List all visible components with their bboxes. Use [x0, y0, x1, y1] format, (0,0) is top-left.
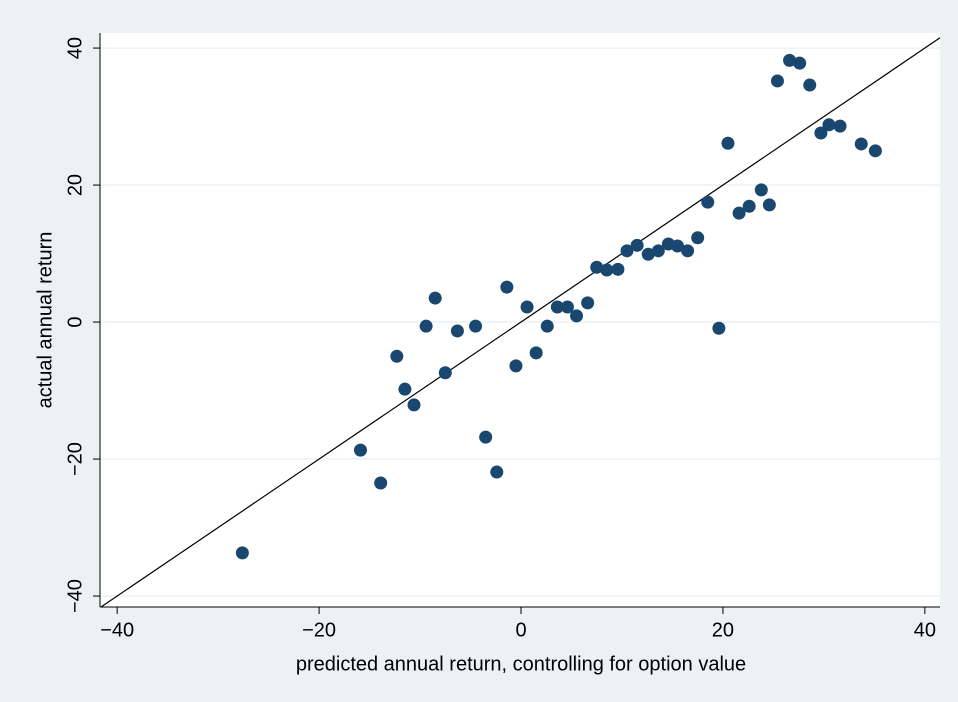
point — [721, 136, 735, 150]
point — [732, 206, 746, 220]
point — [590, 260, 604, 274]
point — [419, 319, 433, 333]
point — [438, 366, 452, 380]
point — [783, 53, 797, 67]
y-tick-label: 40 — [64, 37, 86, 59]
x-axis-label: predicted annual return, controlling for… — [296, 653, 746, 675]
x-tick-label: 0 — [515, 619, 526, 641]
point — [560, 300, 574, 314]
point — [822, 118, 836, 132]
point — [691, 231, 705, 245]
point — [762, 198, 776, 212]
point — [390, 349, 404, 363]
point — [641, 247, 655, 261]
x-tick-label: 40 — [914, 619, 936, 641]
point — [600, 263, 614, 277]
point — [630, 238, 644, 252]
y-tick-label: 0 — [64, 316, 86, 327]
point — [374, 476, 388, 490]
x-tick-label: −40 — [100, 619, 134, 641]
y-tick-label: −20 — [64, 442, 86, 476]
point — [833, 119, 847, 133]
point — [712, 321, 726, 335]
point — [500, 280, 514, 294]
point — [469, 319, 483, 333]
x-tick-label: 20 — [712, 619, 734, 641]
point — [490, 465, 504, 479]
y-tick-label: 20 — [64, 174, 86, 196]
point — [540, 319, 554, 333]
point — [814, 126, 828, 140]
point — [428, 291, 442, 305]
point — [611, 262, 625, 276]
point — [651, 244, 665, 258]
point — [803, 78, 817, 92]
reference-line — [100, 37, 941, 608]
y-axis-label: actual annual return — [34, 232, 56, 409]
point — [754, 183, 768, 197]
point — [793, 56, 807, 70]
point — [509, 359, 523, 373]
point — [398, 382, 412, 396]
point — [742, 199, 756, 213]
point — [529, 346, 543, 360]
point — [581, 296, 595, 310]
point — [520, 300, 534, 314]
x-tick-label: −20 — [302, 619, 336, 641]
point — [450, 324, 464, 338]
point — [550, 300, 564, 314]
point — [620, 244, 634, 258]
point — [353, 443, 367, 457]
point — [854, 137, 868, 151]
point — [868, 144, 882, 158]
plot-area — [100, 33, 940, 607]
point — [671, 239, 684, 253]
y-tick-label: −40 — [64, 579, 86, 613]
point — [235, 546, 249, 560]
point — [701, 195, 715, 209]
point — [479, 430, 493, 444]
point — [570, 309, 584, 323]
point — [770, 74, 784, 88]
point — [681, 244, 695, 258]
point — [407, 398, 421, 412]
